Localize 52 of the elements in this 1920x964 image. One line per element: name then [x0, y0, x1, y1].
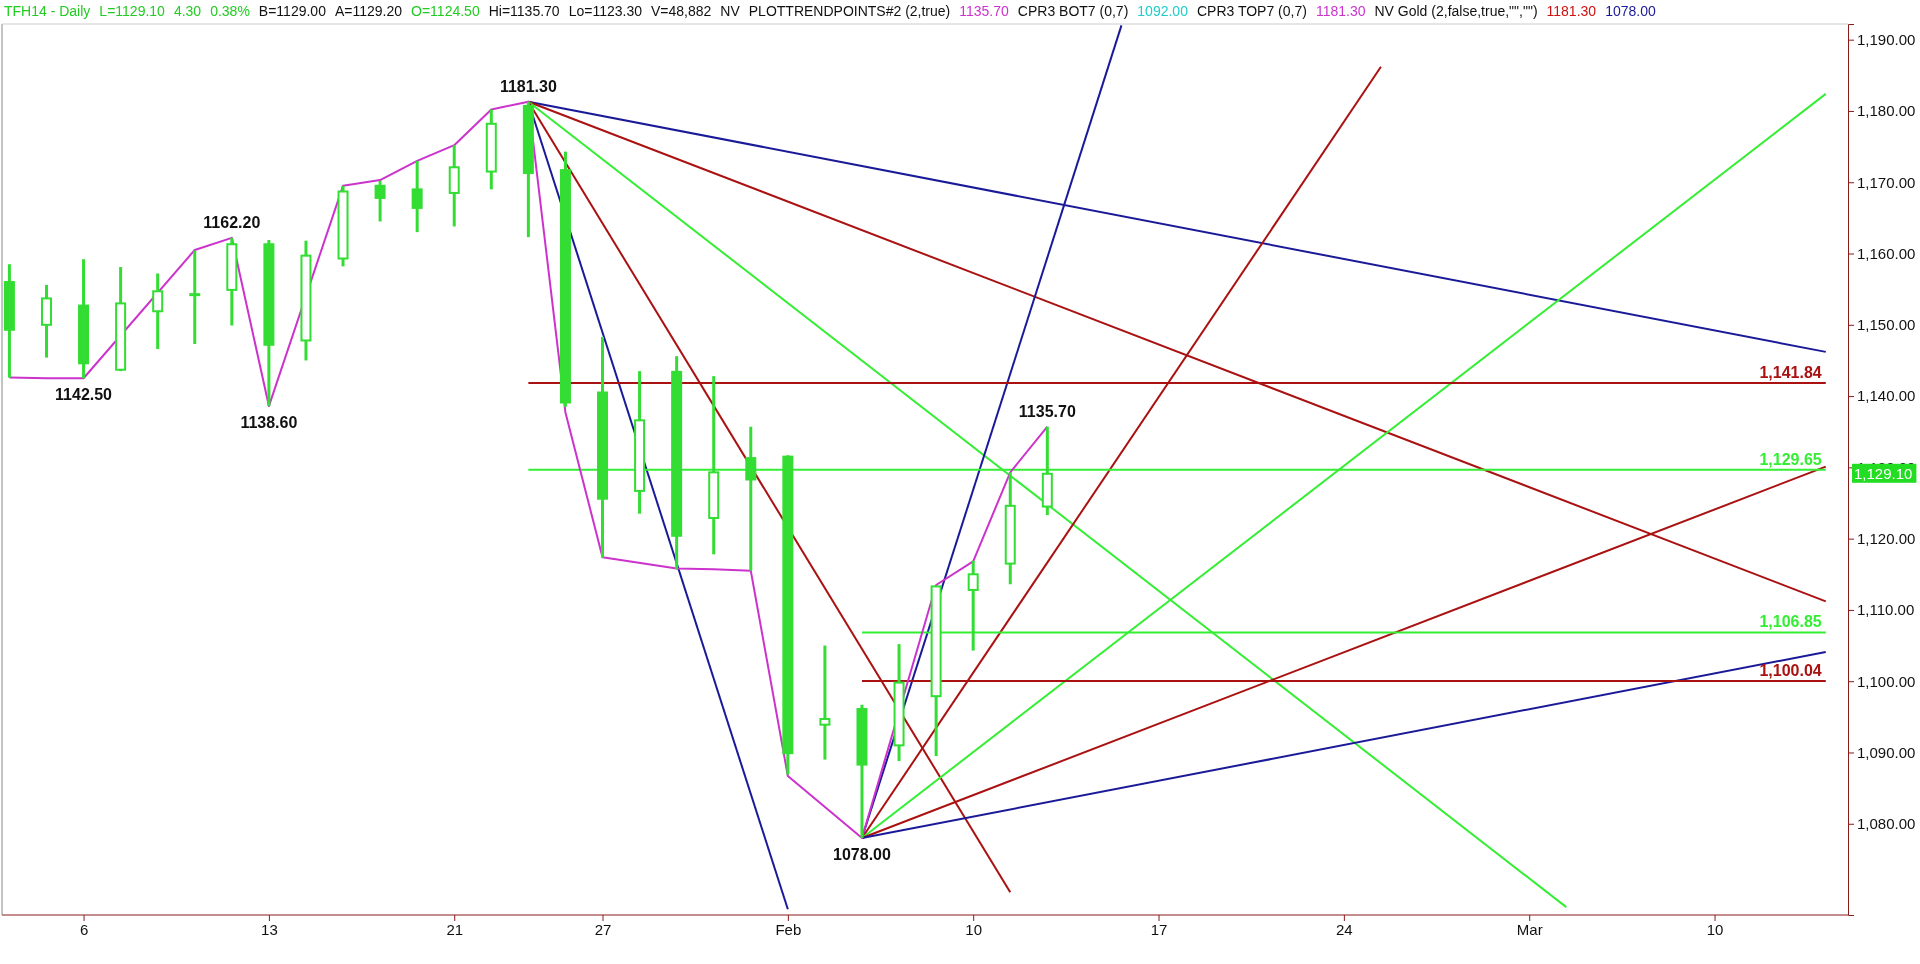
y-tick-label: 1,150.00	[1857, 316, 1916, 334]
y-tick-label: 1,190.00	[1857, 30, 1916, 48]
text: PLOTTRENDPOINTS#2 (2,true)	[748, 3, 951, 19]
text: Hi=1135.70	[488, 3, 560, 19]
y-tick-label: 1,120.00	[1857, 529, 1916, 547]
text: NV	[720, 3, 741, 19]
x-tick-label: 13	[261, 920, 278, 938]
y-tick-label: 1,080.00	[1857, 815, 1916, 833]
y-tick-label: 1,140.00	[1857, 387, 1916, 405]
annotation: 1078.00	[833, 846, 891, 864]
annotation: 1138.60	[240, 414, 298, 432]
text: 1135.70	[959, 3, 1010, 19]
x-tick-label: 6	[79, 920, 89, 938]
annotation: 1162.20	[203, 213, 261, 231]
text: 4.30	[173, 3, 202, 19]
text: V=48,882	[650, 3, 712, 19]
y-tick-label: 1,160.00	[1857, 244, 1916, 262]
y-tick-label: 1,090.00	[1857, 743, 1916, 761]
y-tick-label: 1,170.00	[1857, 173, 1916, 191]
annotation: 1135.70	[1018, 402, 1076, 420]
text: CPR3 BOT7 (0,7)	[1017, 3, 1129, 19]
y-tick-label: 1,100.00	[1857, 672, 1916, 690]
text: NV Gold (2,false,true,"","")	[1374, 3, 1538, 19]
x-tick-label: 17	[1150, 920, 1168, 938]
x-tick-label: 10	[965, 920, 983, 938]
text: 1,129.10	[1854, 464, 1913, 482]
annotation: 1181.30	[499, 77, 557, 95]
data-label: 1,106.85	[1759, 613, 1822, 631]
text: Lo=1123.30	[568, 3, 643, 19]
annotation: 1142.50	[55, 386, 113, 404]
text: 1092.00	[1137, 3, 1189, 19]
text: TFH14 - Daily	[4, 3, 91, 19]
text: O=1124.50	[411, 3, 480, 19]
text: A=1129.20	[334, 3, 403, 19]
text: 1078.00	[1605, 3, 1656, 19]
y-tick-label: 1,180.00	[1857, 102, 1916, 120]
x-tick-label: 21	[446, 920, 464, 938]
text: 1181.30	[1546, 3, 1597, 19]
x-tick-label: 24	[1336, 920, 1353, 938]
text: 0.38%	[210, 3, 250, 19]
y-tick-label: 1,110.00	[1857, 601, 1915, 619]
text: L=1129.10	[99, 3, 166, 19]
text: CPR3 TOP7 (0,7)	[1196, 3, 1307, 19]
data-label: 1,141.84	[1759, 363, 1822, 381]
text: 1181.30	[1315, 3, 1366, 19]
x-tick-label: Feb	[775, 920, 802, 938]
x-tick-label: 27	[594, 920, 612, 938]
x-tick-label: Mar	[1516, 920, 1543, 938]
x-tick-label: 10	[1706, 920, 1724, 938]
data-label: 1,129.65	[1759, 450, 1822, 468]
text: B=1129.00	[258, 3, 327, 19]
data-label: 1,100.04	[1759, 661, 1822, 679]
